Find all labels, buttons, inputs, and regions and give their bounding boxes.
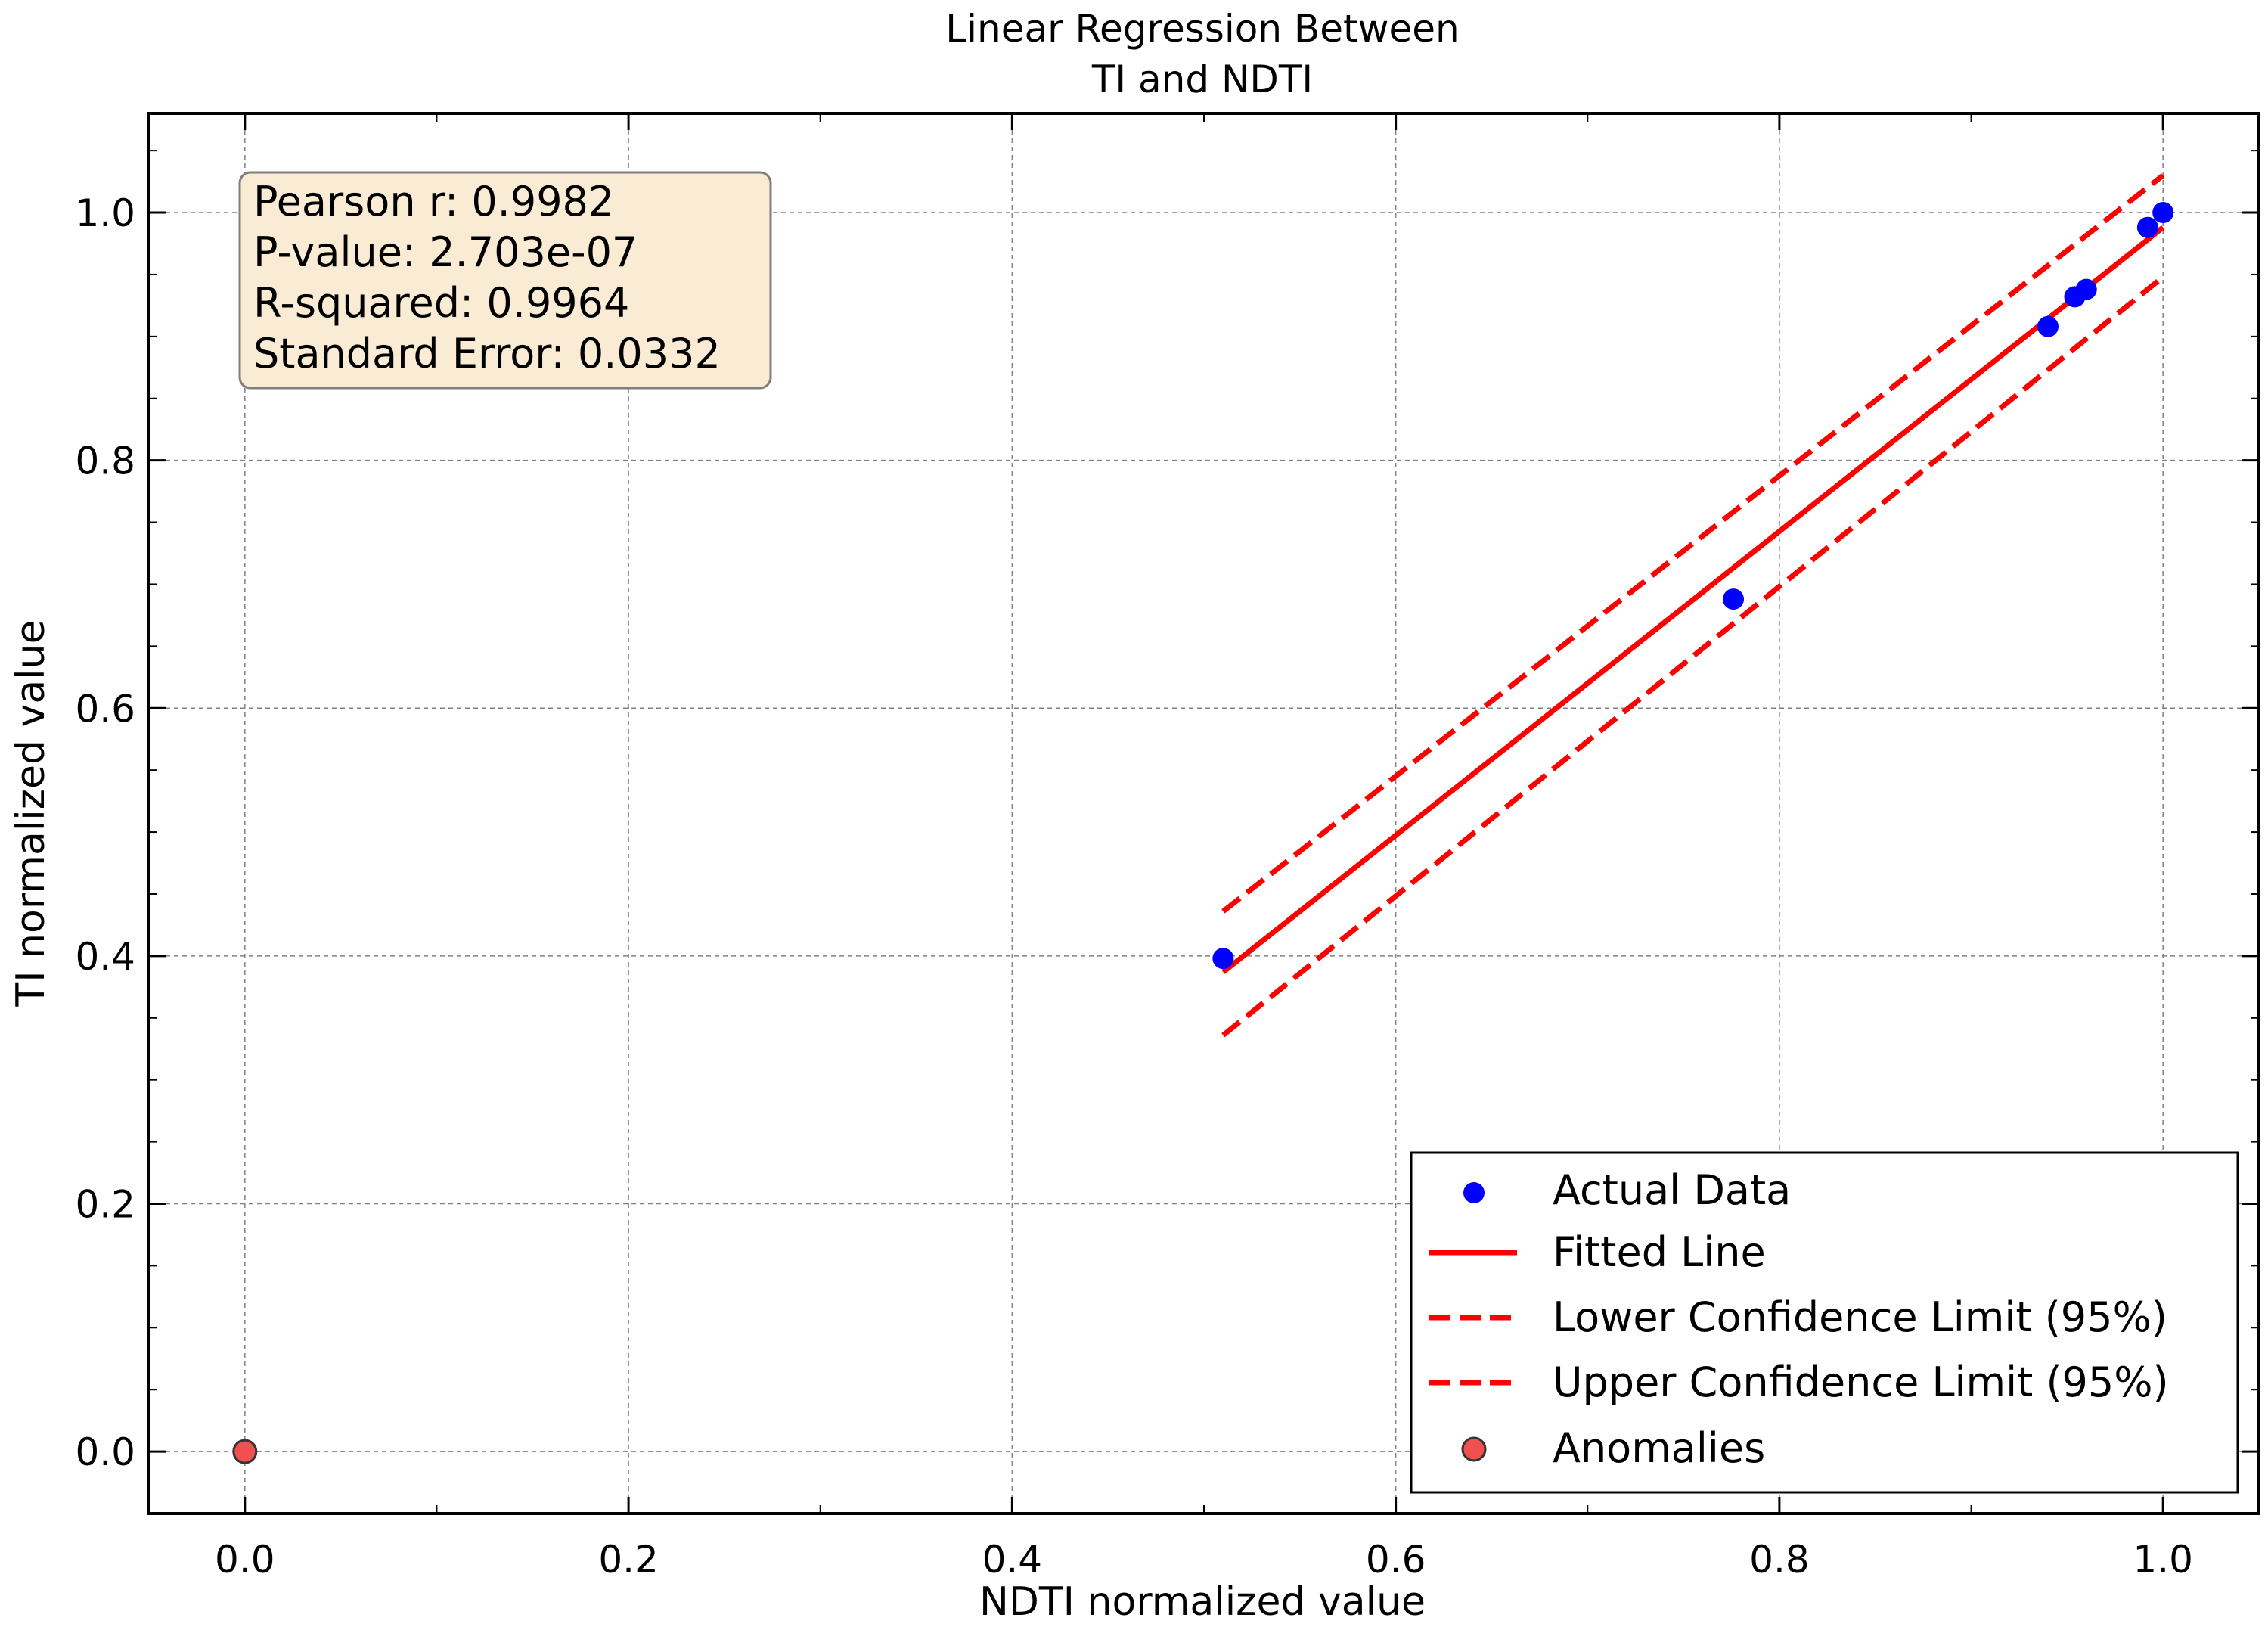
legend-label-lower-confidence: Lower Confidence Limit (95%) bbox=[1553, 1293, 2167, 1341]
legend-label-anomalies: Anomalies bbox=[1553, 1424, 1765, 1472]
y-tick-label-3: 0.6 bbox=[75, 687, 135, 731]
point-actual-data-2 bbox=[2037, 315, 2059, 337]
y-tick-label-0: 0.0 bbox=[75, 1430, 135, 1474]
y-tick-label-1: 0.2 bbox=[75, 1182, 135, 1226]
legend-label-upper-confidence: Upper Confidence Limit (95%) bbox=[1553, 1358, 2169, 1406]
x-tick-label-5: 1.0 bbox=[2133, 1538, 2193, 1582]
series-upper-confidence-limit-95 bbox=[1221, 173, 2165, 914]
chart-title-line-2: TI and NDTI bbox=[1091, 57, 1313, 101]
legend-label-actual-data: Actual Data bbox=[1553, 1166, 1791, 1214]
x-axis-label: NDTI normalized value bbox=[979, 1579, 1426, 1625]
series-lower-confidence-limit-95 bbox=[1221, 275, 2165, 1038]
y-tick-label-5: 1.0 bbox=[75, 191, 135, 235]
point-actual-data-4 bbox=[2075, 278, 2097, 300]
stats-standard-error: Standard Error: 0.0332 bbox=[253, 330, 721, 377]
stats-box: Pearson r: 0.9982 P-value: 2.703e-07 R-s… bbox=[238, 171, 772, 390]
legend-label-fitted-line: Fitted Line bbox=[1553, 1228, 1766, 1276]
legend-marker-anomalies bbox=[1461, 1436, 1487, 1462]
point-actual-data-1 bbox=[1723, 588, 1745, 610]
stats-pearson-r: Pearson r: 0.9982 bbox=[253, 178, 614, 225]
chart-title-line-1: Linear Regression Between bbox=[945, 7, 1459, 51]
y-tick-label-4: 0.8 bbox=[75, 439, 135, 483]
axis-ticks bbox=[149, 113, 2259, 1514]
stats-p-value: P-value: 2.703e-07 bbox=[253, 228, 638, 276]
y-tick-label-2: 0.4 bbox=[75, 935, 135, 979]
series-fitted-line bbox=[1221, 225, 2165, 974]
legend-box bbox=[1410, 1151, 2239, 1494]
series-layer bbox=[232, 173, 2174, 1464]
x-tick-label-0: 0.0 bbox=[215, 1538, 275, 1582]
point-anomalies-0 bbox=[232, 1439, 258, 1464]
tick-labels: 0.0 0.2 0.4 0.6 0.8 1.0 0.0 0.2 0.4 0.6 0.8 1.0 bbox=[75, 191, 2192, 1582]
x-tick-label-3: 0.6 bbox=[1366, 1538, 1426, 1582]
stats-box-background bbox=[238, 171, 772, 390]
x-tick-label-1: 0.2 bbox=[598, 1538, 659, 1582]
point-actual-data-6 bbox=[2152, 202, 2174, 224]
stats-r-squared: R-squared: 0.9964 bbox=[253, 279, 629, 327]
point-actual-data-0 bbox=[1212, 948, 1234, 970]
y-axis-label: TI normalized value bbox=[8, 619, 54, 1007]
x-tick-label-4: 0.8 bbox=[1749, 1538, 1810, 1582]
legend-marker-actual-data bbox=[1463, 1182, 1485, 1203]
point-actual-data-5 bbox=[2136, 216, 2158, 238]
x-tick-label-2: 0.4 bbox=[982, 1538, 1043, 1582]
legend: Actual Data Fitted Line Lower Confidence… bbox=[1410, 1151, 2239, 1494]
